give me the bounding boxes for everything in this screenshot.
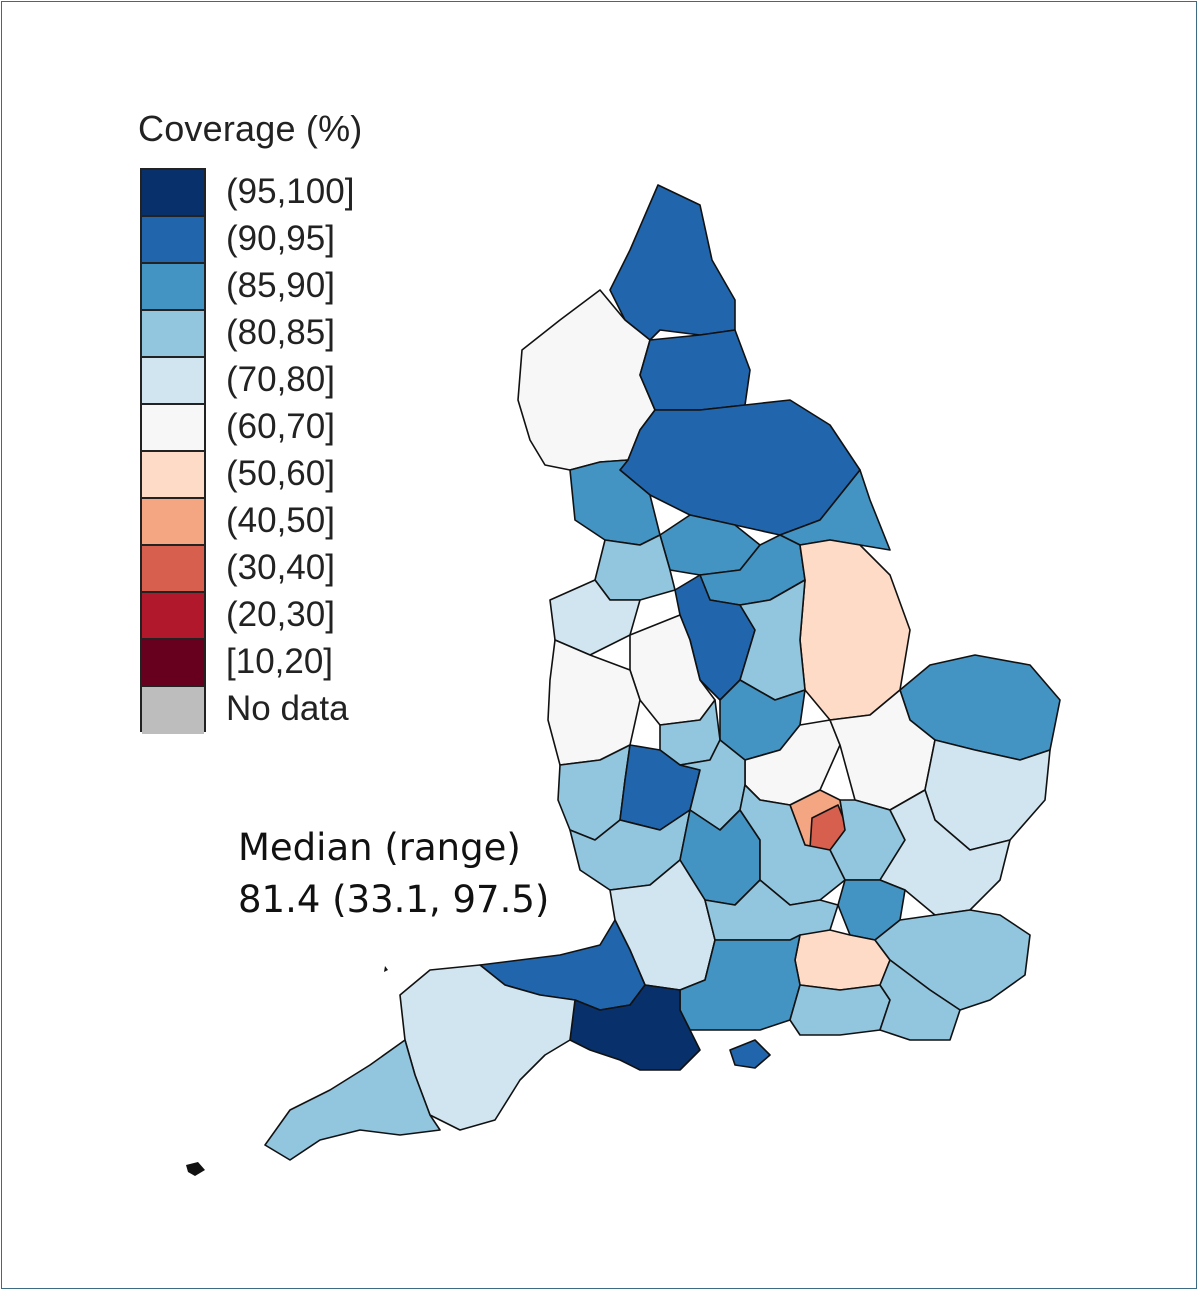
legend-swatch bbox=[142, 311, 204, 358]
legend-label: (30,40] bbox=[226, 548, 335, 587]
legend-label: (20,30] bbox=[226, 595, 335, 634]
legend-label: [10,20] bbox=[226, 642, 334, 681]
legend-swatch bbox=[142, 499, 204, 546]
map-region-lincolnshire bbox=[799, 539, 911, 721]
map-region-buckinghamshire bbox=[739, 784, 846, 906]
map-island-mark bbox=[186, 1162, 205, 1176]
legend-swatch bbox=[142, 640, 204, 687]
legend-label: (90,95] bbox=[226, 219, 335, 258]
median-range-value: 81.4 (33.1, 97.5) bbox=[238, 877, 550, 921]
legend-swatch bbox=[142, 452, 204, 499]
map-region-northumberland bbox=[609, 184, 736, 341]
map-region-durham bbox=[639, 329, 751, 411]
map-region-dorset bbox=[569, 984, 701, 1071]
map-region-cornwall bbox=[264, 1039, 441, 1161]
legend-label: (40,50] bbox=[226, 501, 335, 540]
legend-swatch bbox=[142, 170, 204, 217]
map-region-greater-manchester bbox=[594, 534, 676, 601]
legend-swatch bbox=[142, 687, 204, 734]
legend-label: (60,70] bbox=[226, 407, 335, 446]
map-region-west-sussex bbox=[789, 984, 891, 1036]
legend-label: (70,80] bbox=[226, 360, 335, 399]
legend-label: (85,90] bbox=[226, 266, 335, 305]
map-region-lancashire bbox=[569, 459, 661, 546]
legend-swatch bbox=[142, 358, 204, 405]
legend-swatches bbox=[140, 168, 206, 734]
legend-swatch bbox=[142, 264, 204, 311]
legend-swatch bbox=[142, 593, 204, 640]
map-region-hampshire bbox=[679, 934, 801, 1031]
legend-label: (50,60] bbox=[226, 454, 335, 493]
map-island-mark bbox=[384, 966, 388, 972]
legend-label: (95,100] bbox=[226, 172, 355, 211]
legend-title: Coverage (%) bbox=[138, 108, 363, 149]
map-region-east-sussex bbox=[879, 959, 961, 1041]
legend-swatch bbox=[142, 405, 204, 452]
map-region-isle-of-wight bbox=[729, 1039, 771, 1069]
map-region-essex bbox=[879, 789, 1011, 916]
legend-swatch bbox=[142, 546, 204, 593]
map-region-kent bbox=[874, 909, 1031, 1011]
legend-label: No data bbox=[226, 689, 349, 728]
legend-swatch bbox=[142, 217, 204, 264]
legend-label: (80,85] bbox=[226, 313, 335, 352]
median-range-label: Median (range) bbox=[238, 826, 521, 869]
median-range-annotation: Median (range) 81.4 (33.1, 97.5) bbox=[238, 822, 549, 926]
